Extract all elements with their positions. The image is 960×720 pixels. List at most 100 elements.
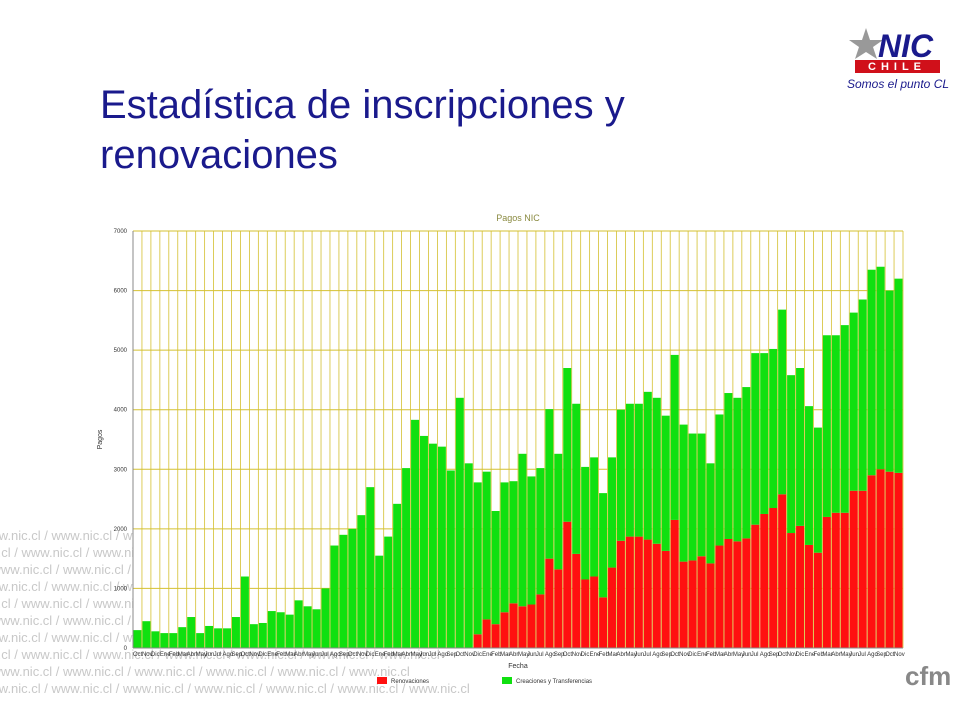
bar-segment <box>813 427 822 553</box>
logo-star <box>849 28 883 59</box>
bar-segment <box>491 624 500 648</box>
bar-segment <box>258 622 267 648</box>
x-tick-label: Abr <box>831 652 840 658</box>
x-tick-label: Dic <box>258 652 267 658</box>
bar-segment <box>688 433 697 561</box>
x-tick-label: Mar <box>285 652 295 658</box>
x-tick-label: Nov <box>572 652 583 658</box>
bar-segment <box>196 633 205 648</box>
x-tick-label: Ene <box>482 652 493 658</box>
x-tick-label: Feb <box>384 652 395 658</box>
bar-segment <box>715 414 724 546</box>
bar-segment <box>599 597 608 648</box>
x-tick-label: Ene <box>805 652 816 658</box>
watermark-text: www.nic.cl / www.nic.cl / www.nic.cl / w… <box>0 664 410 679</box>
bar-segment <box>205 625 214 648</box>
x-tick-label: Mar <box>608 652 618 658</box>
watermark-text: www.nic.cl / www.nic.cl / www.nic.cl / w… <box>0 681 470 696</box>
bar-segment <box>572 403 581 554</box>
x-tick-label: Dic <box>581 652 590 658</box>
bar-segment <box>249 624 258 648</box>
x-tick-label: Jun <box>634 652 644 658</box>
chart: Pagos NIC Pagos Fecha 0 1000 2000 3000 4000 5000… <box>97 213 905 685</box>
bar-segment <box>679 424 688 562</box>
y-tick-label: 6000 <box>114 289 128 295</box>
bar-segment <box>796 525 805 648</box>
x-tick-label: Dic <box>796 652 805 658</box>
bar-segment <box>787 375 796 534</box>
legend-label: Creaciones y Transferencias <box>516 679 592 685</box>
bar-segment <box>625 403 634 537</box>
x-tick-label: Sep <box>661 652 672 658</box>
x-tick-label: Sep <box>231 652 242 658</box>
bar-segment <box>482 619 491 648</box>
bar-segment <box>518 606 527 648</box>
bar-segment <box>428 443 437 648</box>
x-tick-label: Dic <box>151 652 160 658</box>
legend-label: Renovaciones <box>391 679 429 685</box>
bar-segment <box>634 403 643 537</box>
x-tick-label: Jul <box>321 652 329 658</box>
bar-segment <box>240 576 249 648</box>
x-tick-label: Oct <box>778 652 788 658</box>
x-tick-label: Ene <box>160 652 171 658</box>
bar-segment <box>858 299 867 491</box>
bar-segment <box>509 603 518 648</box>
bar-segment <box>563 521 572 648</box>
bar-segment <box>652 397 661 544</box>
x-tick-label: Oct <box>885 652 895 658</box>
bar-segment <box>625 536 634 648</box>
bar-segment <box>616 540 625 648</box>
bar-segment <box>536 468 545 595</box>
x-tick-label: May <box>625 652 636 658</box>
bar-segment <box>670 519 679 648</box>
legend-swatch <box>377 677 387 684</box>
bar-segment <box>894 278 903 473</box>
x-tick-label: Nov <box>357 652 368 658</box>
bar-segment <box>885 471 894 648</box>
x-tick-label: Ago <box>437 652 448 658</box>
x-tick-label: Ene <box>267 652 278 658</box>
bar-segment <box>769 508 778 648</box>
logo-tagline: Somos el punto CL <box>847 77 949 91</box>
bar-segment <box>321 588 330 648</box>
x-tick-label: Mar <box>393 652 403 658</box>
bar-segment <box>724 393 733 539</box>
bar-segment <box>536 594 545 648</box>
logo-bar <box>855 60 940 73</box>
bar-segment <box>160 633 169 648</box>
bar-segment <box>348 528 357 648</box>
x-tick-label: Oct <box>133 652 143 658</box>
bar-segment <box>276 612 285 648</box>
bar-segment <box>894 472 903 648</box>
bar-segment <box>223 628 231 648</box>
x-tick-label: Ago <box>652 652 663 658</box>
bar-segment <box>599 493 608 598</box>
bar-segment <box>312 609 321 648</box>
x-tick-label: Mar <box>500 652 510 658</box>
logo-sub: CHILE <box>868 61 926 73</box>
x-tick-label: Ago <box>330 652 341 658</box>
bar-segment <box>608 457 616 568</box>
x-tick-label: Feb <box>169 652 180 658</box>
x-tick-label: Nov <box>787 652 798 658</box>
bar-segment <box>724 538 733 648</box>
slide-title: Estadística de inscripciones y renovacion… <box>100 83 625 177</box>
x-tick-label: Jun <box>420 652 430 658</box>
bar-segment <box>500 612 509 648</box>
bar-segment <box>652 543 661 648</box>
bar-segment <box>420 435 428 648</box>
bar-segment <box>563 368 572 522</box>
bar-segment <box>169 633 178 648</box>
bar-segment <box>733 541 742 648</box>
bar-segment <box>402 468 411 648</box>
bar-segment <box>867 269 876 476</box>
chart-title: Pagos NIC <box>496 213 540 223</box>
bar-segment <box>285 614 294 648</box>
bar-segment <box>509 481 518 604</box>
x-tick-label: Jul <box>428 652 436 658</box>
x-tick-label: May <box>196 652 207 658</box>
x-tick-label: Sep <box>339 652 350 658</box>
bar-segment <box>527 476 536 605</box>
y-tick-label: 0 <box>124 646 128 652</box>
